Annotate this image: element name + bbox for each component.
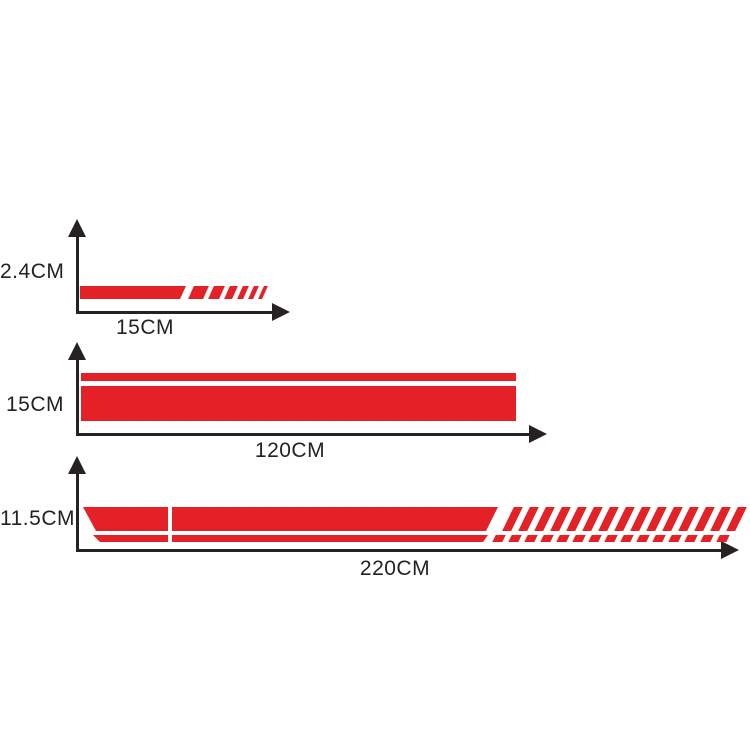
hash-stripes [492,535,730,542]
up-arrow-icon [68,342,86,360]
stripe-main-segment [172,507,498,531]
hash-mark [540,535,554,542]
stripe-front-segment [83,507,168,531]
vertical-axis [76,471,79,551]
height-label: 2.4CM [0,260,65,283]
hash-mark [700,535,714,542]
stripe-thin-accent [81,373,516,381]
vertical-axis [76,357,79,436]
right-arrow-icon [529,425,547,443]
hash-mark [684,535,698,542]
right-arrow-icon [721,541,739,559]
hash-mark [492,535,506,542]
hash-stripes [502,507,747,531]
hash-mark [636,535,650,542]
hash-mark [248,286,259,299]
hash-mark [188,286,209,299]
length-label: 220CM [359,557,431,580]
hash-mark [620,535,634,542]
hash-mark [726,507,747,531]
length-label: 120CM [254,439,326,462]
horizontal-axis [76,311,274,314]
vertical-axis [76,234,79,313]
hash-mark [572,535,586,542]
stripe-main-segment [172,535,488,542]
hash-mark [208,286,225,299]
hash-mark [588,535,602,542]
hash-mark [556,535,570,542]
horizontal-axis [76,433,531,436]
hash-mark [224,286,238,299]
height-label: 15CM [5,393,64,416]
up-arrow-icon [68,456,86,474]
stripe-lower-band [80,535,735,542]
hash-mark [604,535,618,542]
stripe-front-segment [93,535,168,542]
hash-mark [652,535,666,542]
height-label: 11.5CM [0,507,75,530]
hash-mark [524,535,538,542]
hash-mark [258,286,268,299]
stripe-solid [80,286,186,299]
right-arrow-icon [272,303,290,321]
horizontal-axis [76,549,723,552]
hash-mark [668,535,682,542]
stripe-wide-solid [81,386,516,421]
pinstripe-graphic [80,286,270,299]
length-label: 15CM [115,316,175,339]
hash-mark [716,535,730,542]
stripe-upper-band [80,507,747,531]
up-arrow-icon [68,219,86,237]
hash-stripes [188,286,268,299]
hash-mark [508,535,522,542]
hash-mark [237,286,249,299]
